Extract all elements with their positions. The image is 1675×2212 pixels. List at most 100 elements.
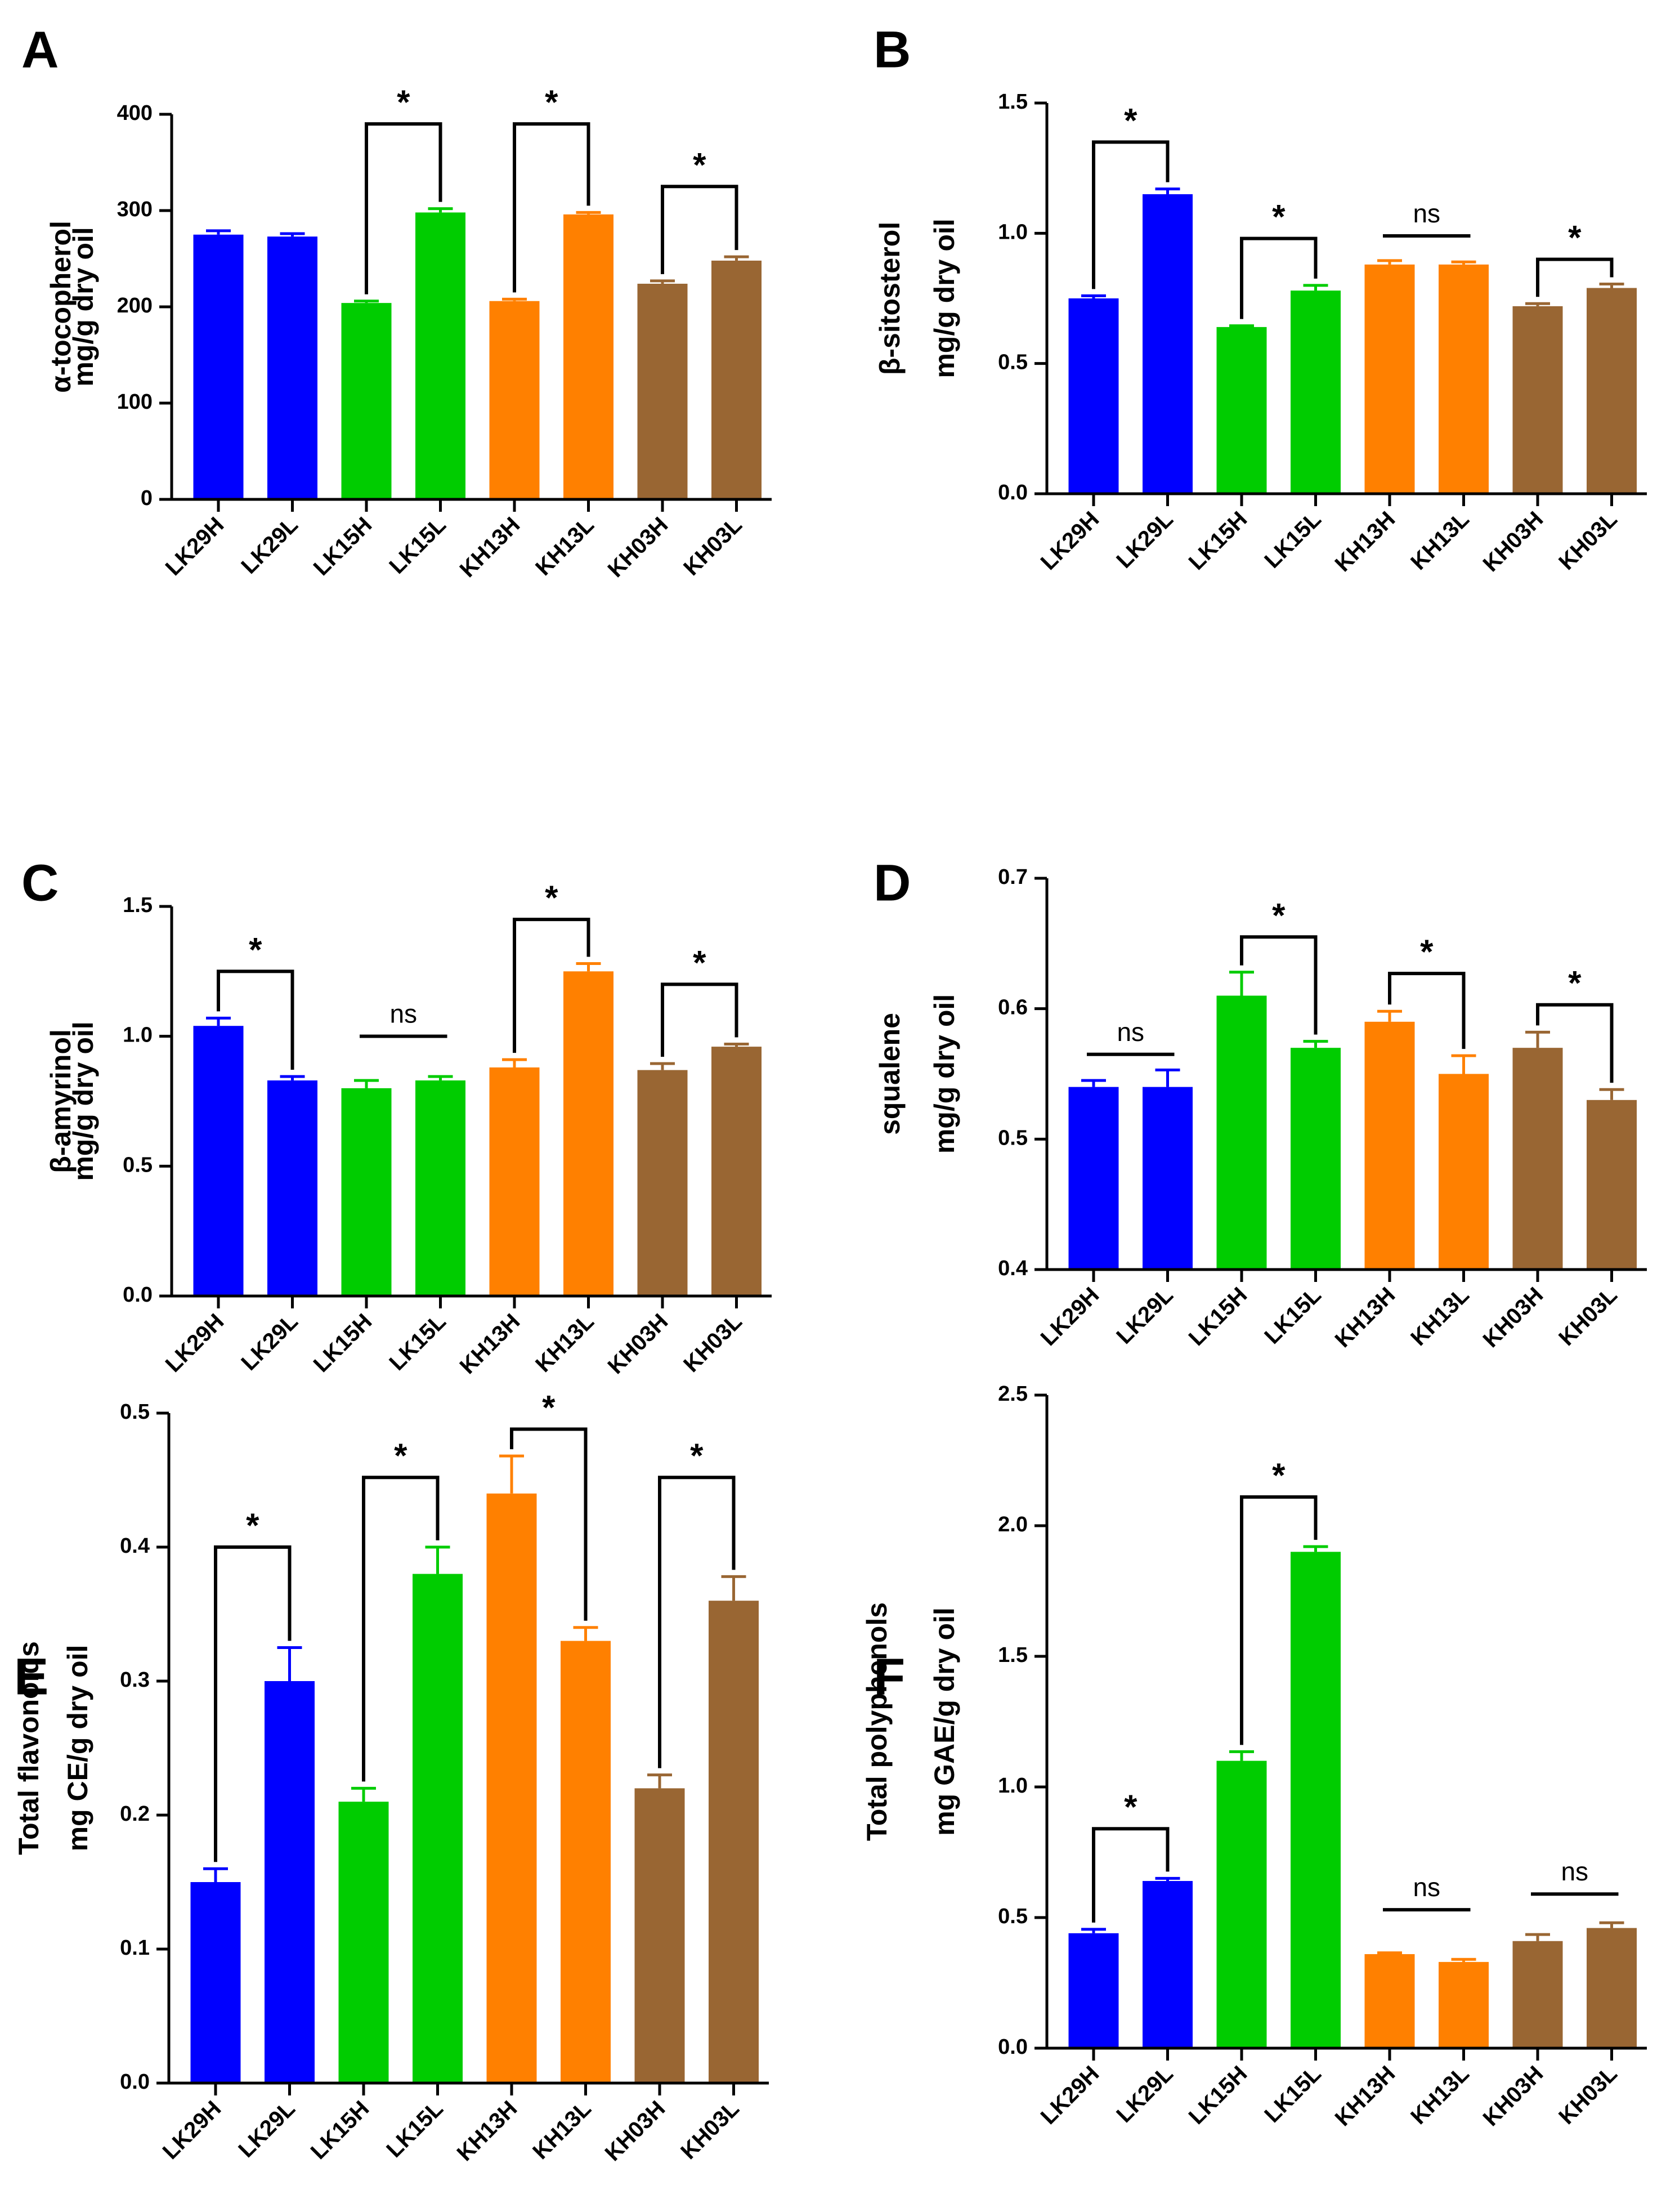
bar-KH03L: [711, 260, 762, 499]
bar-KH13L: [1439, 1074, 1489, 1270]
y-axis-label-line2: mg/g dry oil: [929, 994, 960, 1154]
significance-LK29H-LK29L: ns: [1087, 1017, 1175, 1056]
x-tick-label-LK29H: LK29H: [1036, 507, 1104, 575]
y-tick-label: 0.0: [998, 2035, 1028, 2059]
x-tick-label-KH13L: KH13L: [1406, 2061, 1474, 2129]
bar-KH13L: [1439, 264, 1489, 494]
y-tick-label: 0.5: [998, 1905, 1028, 1928]
x-tick-label-KH13H: KH13H: [1331, 1282, 1400, 1352]
x-tick-label-KH03H: KH03H: [603, 512, 673, 582]
significance-ns: ns: [389, 999, 417, 1029]
x-tick-label-LK29H: LK29H: [1036, 2061, 1104, 2129]
panel-label: F: [874, 1648, 905, 1705]
significance-bracket: [661, 185, 738, 274]
x-tick-label-KH13H: KH13H: [1331, 507, 1400, 577]
x-tick-label-LK29L: LK29L: [236, 1309, 303, 1375]
significance-bracket: [1092, 140, 1170, 289]
panel-label: B: [874, 21, 911, 78]
panel-label: C: [21, 854, 59, 911]
x-tick-label-KH03H: KH03H: [1479, 1282, 1548, 1352]
significance-KH03H-KH03L: ns: [1531, 1857, 1619, 1896]
significance-star: *: [1124, 1788, 1137, 1826]
bar-LK29L: [267, 1080, 317, 1296]
y-axis-label-line2: mg/g dry oil: [929, 218, 960, 378]
significance-LK15H-LK15L: *: [365, 83, 442, 294]
significance-KH03H-KH03L: *: [661, 944, 738, 1057]
x-tick-label-LK29L: LK29L: [1112, 2061, 1178, 2128]
panel-label: E: [14, 1648, 48, 1705]
x-tick-label-LK29H: LK29H: [1036, 1282, 1104, 1351]
significance-bracket: [513, 122, 590, 293]
x-tick-label-LK15L: LK15L: [1260, 507, 1326, 573]
significance-bracket: [365, 122, 442, 294]
y-tick-label: 0.7: [998, 865, 1028, 889]
bar-LK15H: [338, 1802, 389, 2083]
bar-KH03H: [1512, 1048, 1563, 1270]
bar-LK29L: [1143, 1881, 1193, 2048]
x-tick-label-LK15L: LK15L: [384, 1309, 451, 1375]
x-tick-label-LK15H: LK15H: [1184, 507, 1252, 575]
y-tick-label: 100: [117, 390, 153, 414]
y-tick-label: 0.0: [123, 1283, 153, 1307]
bar-KH03H: [637, 1070, 688, 1296]
bar-KH13L: [1439, 1961, 1489, 2048]
bar-KH03L: [1587, 1928, 1637, 2048]
significance-bracket: [1092, 1827, 1170, 1923]
x-tick-label-KH03L: KH03L: [1554, 2061, 1622, 2129]
significance-bracket: [513, 918, 590, 1053]
bar-LK29L: [1143, 1087, 1193, 1270]
significance-star: *: [693, 944, 706, 981]
significance-KH03H-KH03L: *: [661, 146, 738, 274]
significance-LK15H-LK15L: *: [1240, 198, 1318, 319]
x-tick-label-LK15H: LK15H: [309, 1309, 377, 1377]
significance-LK15H-LK15L: ns: [360, 999, 447, 1038]
significance-KH03H-KH03L: *: [658, 1437, 736, 1768]
x-tick-label-KH03H: KH03H: [1479, 2061, 1548, 2131]
significance-star: *: [246, 1507, 259, 1544]
x-tick-label-LK15H: LK15H: [306, 2096, 374, 2164]
significance-bracket: [1240, 236, 1318, 319]
significance-LK15H-LK15L: *: [1240, 1456, 1318, 1745]
x-tick-label-LK29L: LK29L: [236, 512, 303, 579]
y-tick-label: 0: [141, 486, 153, 510]
significance-bracket: [362, 1476, 440, 1782]
bar-KH03H: [1512, 306, 1563, 494]
significance-star: *: [1568, 964, 1582, 1002]
x-tick-label-KH03H: KH03H: [601, 2096, 670, 2166]
significance-KH13H-KH13L: ns: [1383, 1873, 1471, 1912]
x-tick-label-LK15L: LK15L: [1260, 2061, 1326, 2128]
x-tick-label-KH13L: KH13L: [1406, 507, 1474, 575]
bar-LK15L: [1291, 291, 1341, 494]
significance-KH03H-KH03L: *: [1536, 219, 1614, 297]
significance-ns: ns: [1413, 1873, 1440, 1902]
bar-LK29L: [265, 1681, 315, 2083]
significance-bracket: [214, 1545, 292, 1862]
y-axis-label-line2: mg/g dry oil: [68, 227, 99, 386]
bar-LK15L: [1291, 1552, 1341, 2048]
bar-KH13L: [561, 1641, 611, 2083]
x-tick-label-KH03L: KH03L: [1554, 507, 1622, 575]
significance-star: *: [1272, 198, 1286, 236]
significance-bracket: [661, 982, 738, 1057]
bar-LK15L: [415, 212, 465, 499]
significance-star: *: [545, 879, 558, 917]
x-tick-label-LK15H: LK15H: [1184, 1282, 1252, 1351]
y-tick-label: 2.5: [998, 1382, 1028, 1406]
significance-star: *: [1420, 933, 1434, 971]
y-tick-label: 1.5: [998, 1643, 1028, 1667]
y-tick-label: 1.0: [998, 1774, 1028, 1798]
x-tick-label-LK29L: LK29L: [234, 2096, 300, 2162]
y-axis-label: Total polyphenols: [861, 1602, 893, 1841]
bar-LK15L: [415, 1080, 465, 1296]
x-tick-label-LK15L: LK15L: [384, 512, 451, 579]
significance-KH13H-KH13L: *: [513, 879, 590, 1053]
y-axis-label: β-sitosterol: [874, 222, 906, 375]
x-tick-label-KH03L: KH03L: [679, 1309, 747, 1377]
bar-KH13L: [563, 214, 613, 499]
bar-KH13H: [1364, 264, 1415, 494]
bar-KH03L: [709, 1601, 759, 2083]
significance-ns: ns: [1117, 1017, 1144, 1047]
